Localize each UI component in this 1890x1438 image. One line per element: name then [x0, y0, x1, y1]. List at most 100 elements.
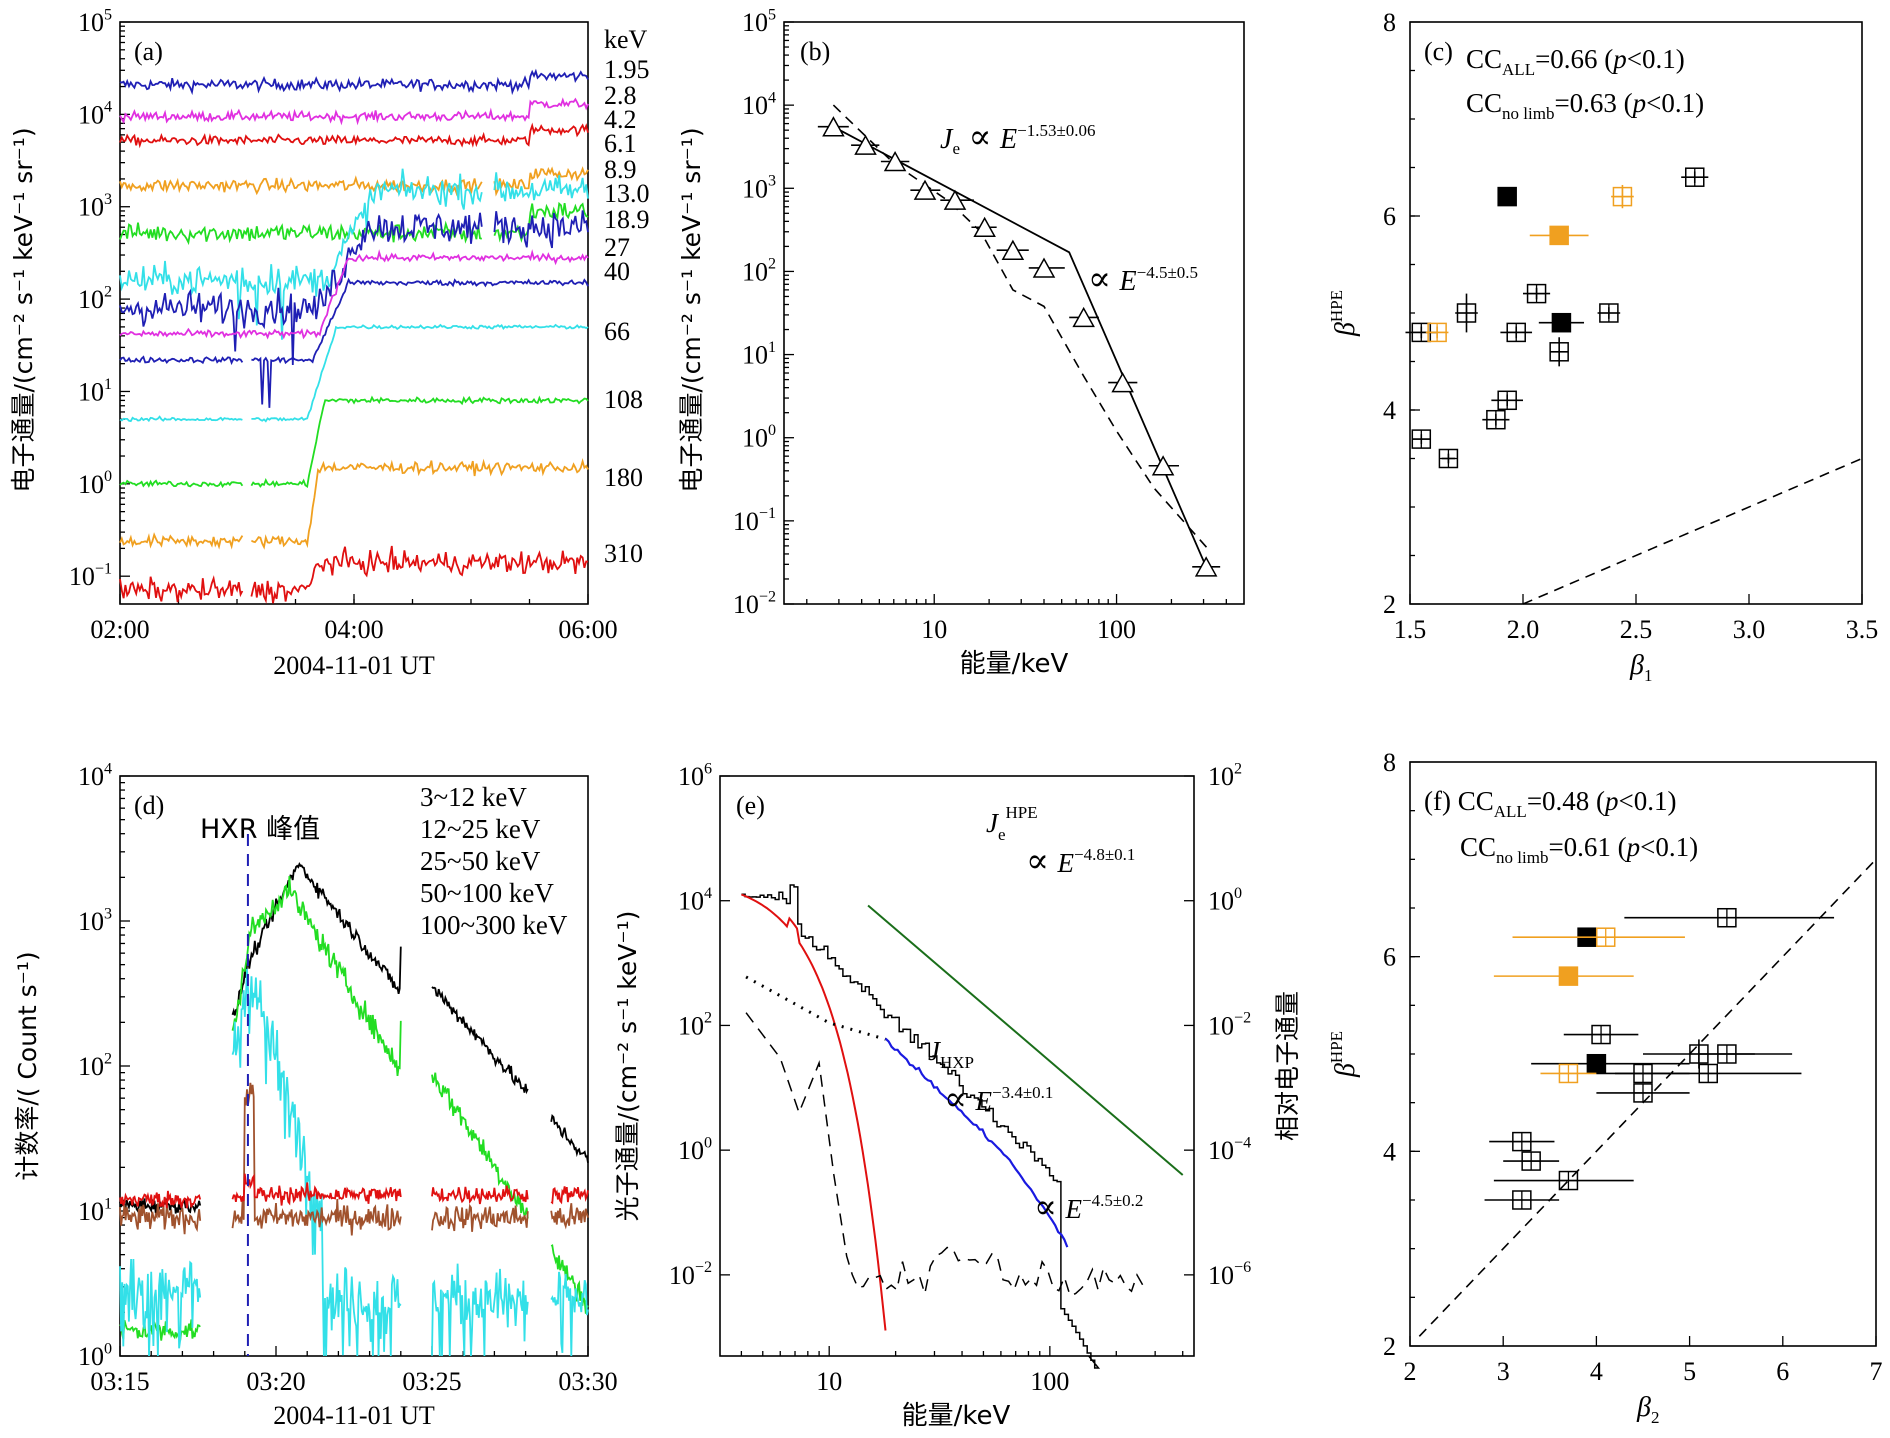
panel-b-ylabel: 电子通量/(cm⁻² s⁻¹ keV⁻¹ sr⁻¹): [677, 127, 706, 492]
panel-b-point: [822, 116, 845, 137]
panel-b-point: [1001, 239, 1025, 260]
panel-b-ytick-label: 105: [742, 6, 776, 37]
panel-a-ylabel: 电子通量/(cm⁻² s⁻¹ keV⁻¹ sr⁻¹): [9, 127, 38, 492]
panel-c: (c) 1.5 2.0 2.5 3.0 3.5 2 4 6 8 CCALL=0.66 (p<0.1…: [1327, 8, 1878, 685]
panel-a-ytick-label: 105: [78, 6, 112, 37]
panel-f-xtick-label: 6: [1776, 1357, 1789, 1386]
panel-c-ylabel: βHPE: [1327, 290, 1361, 337]
panel-a-series-108: [119, 395, 589, 489]
panel-a-legend-8.9: 8.9: [604, 155, 637, 184]
panel-b-point: [1194, 556, 1218, 577]
panel-f-point-filled: [1586, 1053, 1607, 1074]
panel-a-legend-6.1: 6.1: [604, 129, 637, 158]
panel-f-ylabel-text: βHPE: [1327, 1031, 1361, 1078]
panel-f-reference-line: [1418, 858, 1877, 1337]
panel-b-ytick-label: 101: [742, 339, 776, 370]
panel-d-peak-label: HXR 峰值: [200, 814, 320, 845]
panel-b-label: (b): [800, 37, 830, 66]
panel-a-ytick-label: 103: [78, 191, 112, 222]
panel-d-legend-25~50 keV: 25~50 keV: [420, 846, 541, 876]
panel-b-point: [1032, 257, 1056, 278]
panel-e: (e) 10−2 100 102 104 106 10−6 10−4 10−2 100 102 10…: [613, 760, 1302, 1431]
panel-d-series-50~100 keV: [119, 1082, 589, 1236]
panel-b-ytick-label: 10−2: [733, 588, 776, 619]
panel-b-point: [913, 179, 937, 200]
panel-e-dotted-extrapolation: [745, 975, 886, 1041]
panel-d-ytick-label: 100: [78, 1340, 112, 1371]
panel-d-label: (d): [134, 791, 164, 820]
panel-d-series-100~300 keV: [119, 1173, 589, 1209]
panel-c-ytick-label: 2: [1383, 590, 1396, 619]
panel-b-point: [973, 216, 996, 237]
panel-d-ytick-label: 103: [78, 905, 112, 936]
panel-d-xlabel: 2004-11-01 UT: [273, 1401, 435, 1430]
panel-a-legend-13.0: 13.0: [604, 179, 650, 208]
panel-e-xlabel: 能量/keV: [902, 1401, 1011, 1431]
panel-e-ytick-label: 10−2: [669, 1259, 712, 1290]
panel-a-series-18.9: [119, 210, 589, 366]
panel-c-ytick-label: 8: [1383, 8, 1396, 37]
panel-c-point-filled: [1497, 186, 1517, 207]
panel-d-legend-50~100 keV: 50~100 keV: [420, 878, 554, 908]
panel-e-frame: [719, 775, 1195, 1357]
panel-b-annotation-low: Je ∝ E−1.53±0.06: [940, 119, 1096, 158]
panel-a-xtick-label: 06:00: [558, 615, 617, 644]
panel-e-xtick-label: 100: [1030, 1367, 1069, 1396]
panel-f-ytick-label: 8: [1383, 748, 1396, 777]
panel-b-ytick-label: 103: [742, 173, 776, 204]
panel-c-label: (c): [1424, 37, 1453, 66]
panel-a-legend-header: keV: [604, 25, 648, 54]
panel-b-xlabel: 能量/keV: [960, 649, 1069, 679]
panel-b-point: [1151, 455, 1175, 476]
panel-c-point-filled: [1549, 225, 1569, 246]
panel-f-xlabel: β2: [1636, 1392, 1659, 1427]
panel-d-ylabel: 计数率/( Count s⁻¹): [13, 951, 42, 1180]
panel-a-series-180: [119, 457, 589, 550]
panel-d-ytick-label: 104: [78, 760, 112, 791]
panel-c-xtick-label: 2.5: [1620, 615, 1653, 644]
panel-a-series-8.9: [119, 201, 589, 246]
panel-e-green-line: [867, 904, 1184, 1176]
panel-b-frame: [783, 21, 1245, 605]
panel-f-point-filled: [1558, 966, 1579, 986]
panel-a-series-27: [119, 249, 589, 340]
panel-c-ytick-label: 6: [1383, 202, 1396, 231]
panel-e-ytick-label: 100: [678, 1134, 712, 1165]
panel-c-xtick-label: 1.5: [1394, 615, 1427, 644]
panel-c-reference-line: [1522, 457, 1863, 605]
panel-b-ytick-label: 100: [742, 422, 776, 453]
panel-e-y2tick-label: 10−6: [1208, 1259, 1251, 1290]
panel-c-ytick-label: 4: [1383, 396, 1396, 425]
panel-c-xtick-label: 3.0: [1733, 615, 1766, 644]
panel-e-ytick-label: 104: [678, 885, 712, 916]
panel-a-series-2.8: [119, 97, 589, 126]
panel-d-ytick-label: 102: [78, 1050, 112, 1081]
panel-d: (d) 100 101 102 103 104 03:15 03:20 03:25 03:30 H…: [13, 760, 618, 1430]
panel-f-stat-0: (f) CCALL=0.48 (p<0.1): [1424, 786, 1677, 821]
panel-c-xlabel: β1: [1629, 650, 1652, 685]
panel-d-xtick-label: 03:20: [246, 1367, 305, 1396]
panel-b-fit-line: [832, 125, 1207, 568]
panel-f-stat-1: CCno limb=0.61 (p<0.1): [1460, 832, 1698, 867]
panel-b-xtick-label: 100: [1097, 615, 1136, 644]
panel-b-ytick-label: 10−1: [733, 505, 776, 536]
panel-a-legend-4.2: 4.2: [604, 105, 637, 134]
panel-e-y2tick-label: 100: [1208, 885, 1242, 916]
panel-a-series-13.0: [119, 168, 589, 340]
panel-d-legend-3~12 keV: 3~12 keV: [420, 782, 527, 812]
panel-b-point: [854, 134, 877, 155]
panel-a-legend-108: 108: [604, 385, 643, 414]
panel-a-xlabel: 2004-11-01 UT: [273, 651, 435, 680]
panel-b-dashed-line: [832, 104, 1210, 551]
panel-d-legend-12~25 keV: 12~25 keV: [420, 814, 541, 844]
panel-e-annotation-low: ∝ E−3.4±0.1: [944, 1081, 1053, 1118]
panel-c-point-filled: [1551, 312, 1572, 333]
panel-f-xtick-label: 5: [1683, 1357, 1696, 1386]
panel-b-point: [943, 189, 967, 210]
panel-a-legend-2.8: 2.8: [604, 81, 637, 110]
panel-b-annotation-high: ∝ E−4.5±0.5: [1088, 261, 1198, 298]
panel-f-ytick-label: 4: [1383, 1137, 1396, 1166]
panel-a-ytick-label: 101: [78, 376, 112, 407]
panel-e-xtick-label: 10: [816, 1367, 842, 1396]
panel-f-xlabel-text: β2: [1636, 1392, 1659, 1427]
